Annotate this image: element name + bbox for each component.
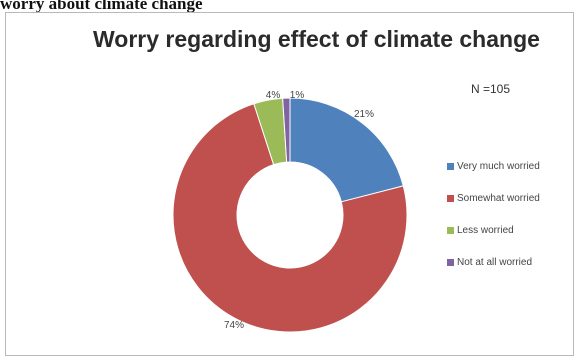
legend-item: Not at all worried bbox=[447, 256, 540, 268]
legend-item: Somewhat worried bbox=[447, 192, 540, 204]
legend-swatch bbox=[447, 194, 454, 202]
legend-item: Very much worried bbox=[447, 160, 540, 172]
data-label: 1% bbox=[290, 90, 305, 101]
chart-title: Worry regarding effect of climate change bbox=[93, 26, 540, 52]
legend-swatch bbox=[447, 162, 454, 170]
data-label: 21% bbox=[354, 109, 374, 120]
legend-label: Somewhat worried bbox=[457, 192, 540, 204]
legend-swatch bbox=[447, 258, 454, 266]
data-label: 74% bbox=[224, 320, 244, 331]
legend-swatch bbox=[447, 226, 454, 234]
data-label: 4% bbox=[266, 90, 281, 101]
figure-caption: worry about climate change bbox=[0, 0, 203, 13]
donut-slice-not-at-all-worried bbox=[282, 97, 291, 163]
chart-legend: Very much worried Somewhat worried Less … bbox=[447, 160, 540, 288]
legend-label: Less worried bbox=[457, 224, 514, 236]
legend-label: Very much worried bbox=[457, 160, 540, 172]
legend-item: Less worried bbox=[447, 224, 540, 236]
sample-size-label: N =105 bbox=[471, 82, 511, 96]
legend-label: Not at all worried bbox=[457, 256, 533, 268]
donut-slice-somewhat-worried bbox=[172, 103, 408, 333]
donut-slice-very-much-worried bbox=[289, 97, 404, 203]
